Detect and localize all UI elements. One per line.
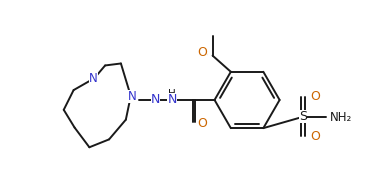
Text: N: N <box>167 94 177 107</box>
Text: S: S <box>299 110 307 123</box>
Text: O: O <box>197 49 207 62</box>
Text: NH₂: NH₂ <box>330 111 352 124</box>
Text: N: N <box>89 72 98 85</box>
Text: O: O <box>197 46 207 59</box>
Text: O: O <box>310 90 320 104</box>
Text: N: N <box>127 89 136 102</box>
Text: O: O <box>310 130 320 143</box>
Text: H: H <box>168 89 176 99</box>
Text: N: N <box>151 94 160 107</box>
Text: O: O <box>197 117 207 130</box>
